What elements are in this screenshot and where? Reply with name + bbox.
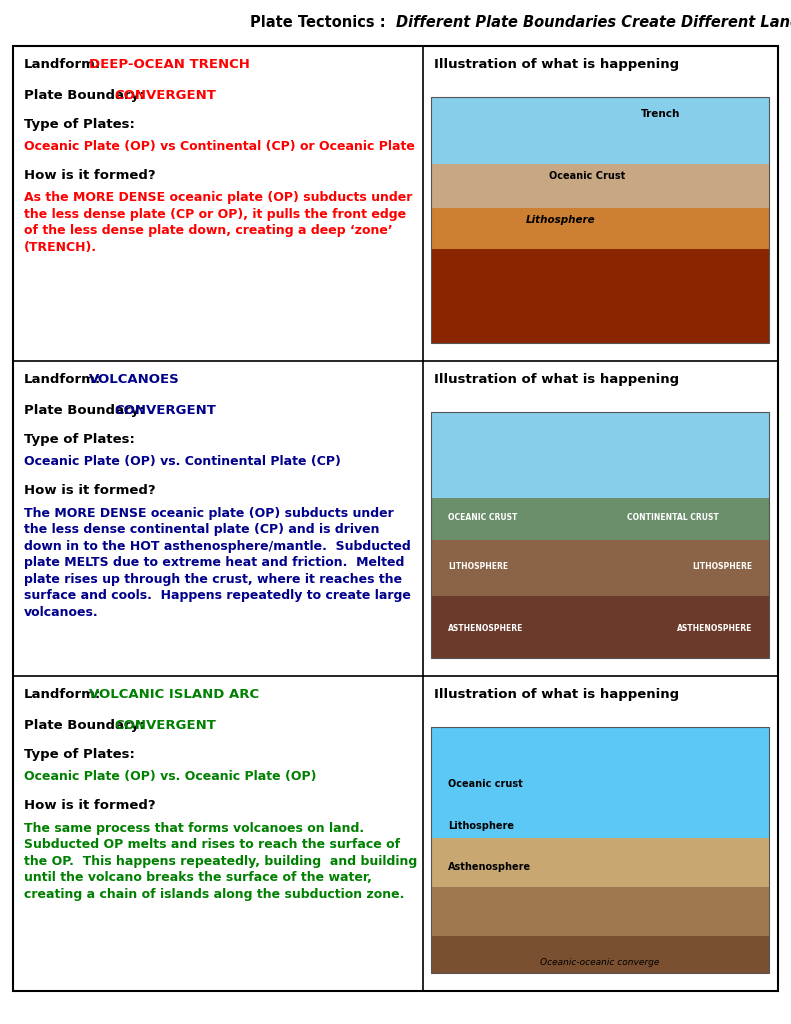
Text: Oceanic Plate (OP) vs. Oceanic Plate (OP): Oceanic Plate (OP) vs. Oceanic Plate (OP… [24,770,316,783]
Text: CONTINENTAL CRUST: CONTINENTAL CRUST [627,513,719,522]
Text: DEEP-OCEAN TRENCH: DEEP-OCEAN TRENCH [89,58,249,72]
Text: As the MORE DENSE oceanic plate (OP) subducts under
the less dense plate (CP or : As the MORE DENSE oceanic plate (OP) sub… [24,191,412,254]
Text: VOLCANOES: VOLCANOES [89,374,180,386]
Text: Plate Boundary:: Plate Boundary: [24,89,144,102]
Text: Illustration of what is happening: Illustration of what is happening [434,58,679,72]
Bar [431,250,769,343]
Text: Illustration of what is happening: Illustration of what is happening [434,374,679,386]
Text: Plate Boundary:: Plate Boundary: [24,404,144,417]
Text: VOLCANIC ISLAND ARC: VOLCANIC ISLAND ARC [89,688,259,701]
Bar [431,727,769,838]
Bar [431,727,769,973]
Text: Landform:: Landform: [24,688,101,701]
Text: CONVERGENT: CONVERGENT [114,89,216,102]
Text: Illustration of what is happening: Illustration of what is happening [434,688,679,701]
Text: ASTHENOSPHERE: ASTHENOSPHERE [448,624,524,633]
Text: LITHOSPHERE: LITHOSPHERE [448,562,508,571]
Text: Oceanic crust: Oceanic crust [448,779,523,788]
Text: Oceanic Plate (OP) vs. Continental Plate (CP): Oceanic Plate (OP) vs. Continental Plate… [24,456,341,468]
Text: Oceanic-oceanic converge: Oceanic-oceanic converge [540,958,660,968]
Text: Landform:: Landform: [24,58,101,72]
Text: Oceanic Plate (OP) vs Continental (CP) or Oceanic Plate: Oceanic Plate (OP) vs Continental (CP) o… [24,140,414,154]
Bar [431,596,769,657]
Text: Plate Tectonics :: Plate Tectonics : [250,15,396,30]
Bar [431,540,769,596]
Text: Lithosphere: Lithosphere [526,215,596,225]
Text: Plate Boundary:: Plate Boundary: [24,719,144,732]
Bar [431,413,769,499]
Text: CONVERGENT: CONVERGENT [114,719,216,732]
Text: The same process that forms volcanoes on land.
Subducted OP melts and rises to r: The same process that forms volcanoes on… [24,821,417,900]
Text: How is it formed?: How is it formed? [24,484,155,497]
Bar [431,97,769,164]
Text: Lithosphere: Lithosphere [448,820,514,830]
Bar [431,413,769,657]
Text: CONVERGENT: CONVERGENT [114,404,216,417]
Text: Different Plate Boundaries Create Different Landforms and Events: Different Plate Boundaries Create Differ… [396,15,791,30]
Text: Type of Plates:: Type of Plates: [24,433,134,445]
Text: OCEANIC CRUST: OCEANIC CRUST [448,513,517,522]
Text: The MORE DENSE oceanic plate (OP) subducts under
the less dense continental plat: The MORE DENSE oceanic plate (OP) subduc… [24,507,411,618]
Text: Type of Plates:: Type of Plates: [24,118,134,131]
Text: ASTHENOSPHERE: ASTHENOSPHERE [676,624,752,633]
Text: Landform:: Landform: [24,374,101,386]
Text: Asthenosphere: Asthenosphere [448,862,531,872]
Text: LITHOSPHERE: LITHOSPHERE [692,562,752,571]
Bar [431,936,769,973]
Bar [431,208,769,250]
Text: How is it formed?: How is it formed? [24,799,155,812]
Text: Type of Plates:: Type of Plates: [24,748,134,761]
Bar [431,97,769,343]
Bar [431,887,769,936]
Text: Oceanic Crust: Oceanic Crust [549,171,626,181]
Bar [431,164,769,208]
Bar [431,499,769,540]
Text: Trench: Trench [641,110,680,120]
Bar [431,838,769,887]
Text: How is it formed?: How is it formed? [24,169,155,182]
